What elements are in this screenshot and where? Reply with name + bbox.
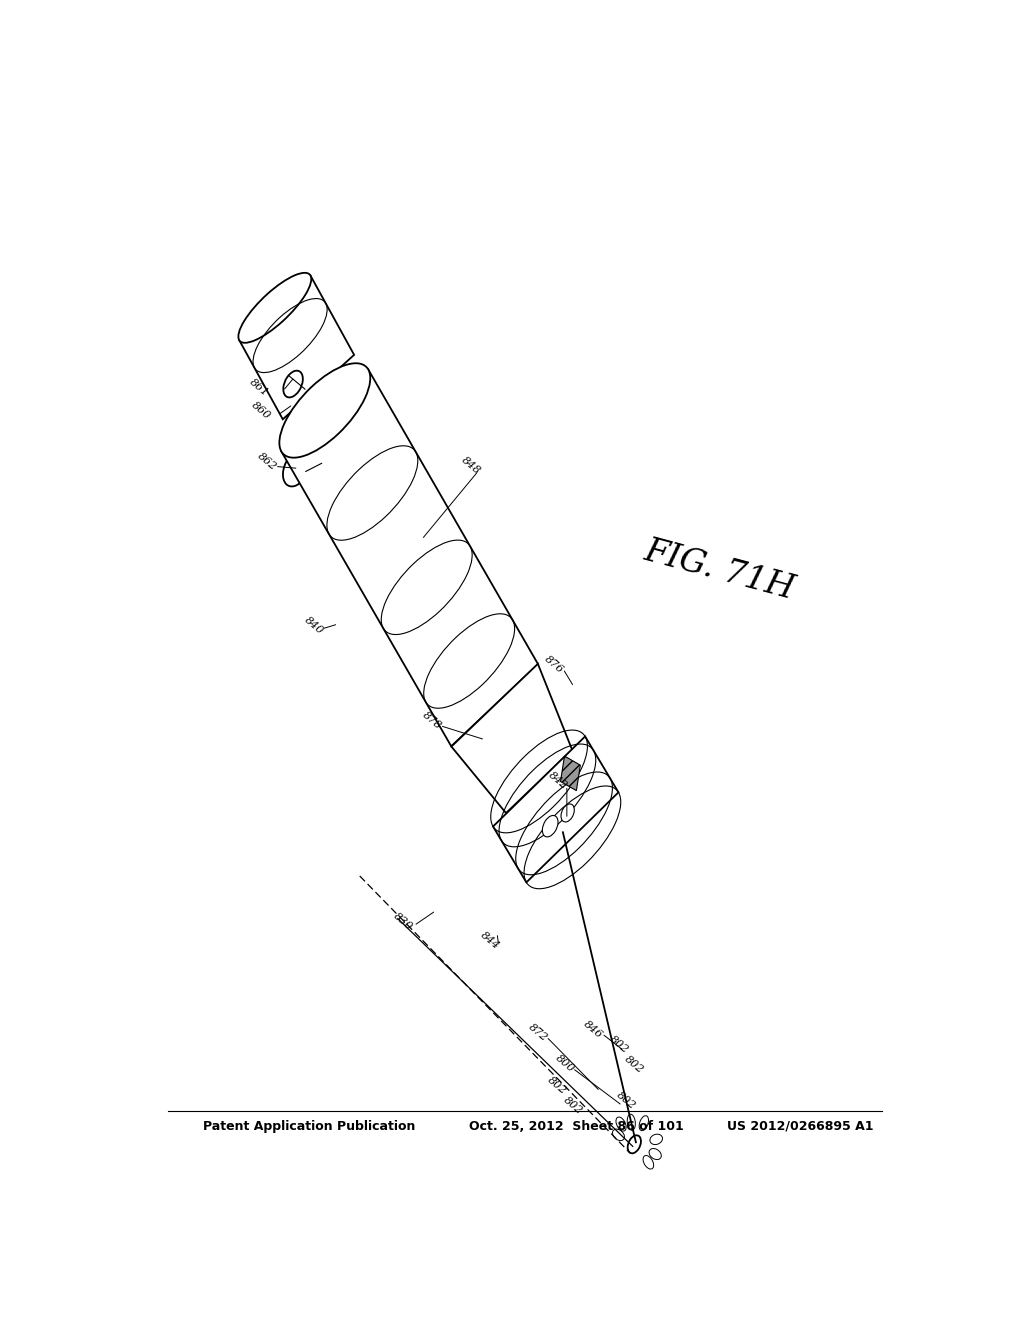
Text: US 2012/0266895 A1: US 2012/0266895 A1 xyxy=(727,1119,873,1133)
Polygon shape xyxy=(452,664,572,813)
Text: 802: 802 xyxy=(607,1034,630,1056)
Polygon shape xyxy=(560,756,581,791)
Text: 842: 842 xyxy=(547,770,569,791)
Text: 844: 844 xyxy=(478,931,502,952)
Text: 800: 800 xyxy=(553,1053,575,1074)
Ellipse shape xyxy=(283,450,309,487)
Text: 860: 860 xyxy=(250,400,272,421)
Ellipse shape xyxy=(239,273,311,343)
Text: 840: 840 xyxy=(302,615,325,636)
Ellipse shape xyxy=(280,363,371,458)
Ellipse shape xyxy=(284,371,303,397)
Polygon shape xyxy=(282,370,538,746)
Text: 802: 802 xyxy=(615,1090,638,1111)
Text: FIG. 71H: FIG. 71H xyxy=(640,535,798,606)
Ellipse shape xyxy=(543,816,558,837)
Ellipse shape xyxy=(561,804,574,822)
Text: 802: 802 xyxy=(546,1074,568,1096)
Text: 878: 878 xyxy=(421,710,443,731)
Text: Patent Application Publication: Patent Application Publication xyxy=(204,1119,416,1133)
Text: 872: 872 xyxy=(526,1022,549,1043)
Text: 848: 848 xyxy=(460,454,482,477)
Text: 830: 830 xyxy=(392,911,415,932)
Polygon shape xyxy=(240,276,354,420)
Text: 802: 802 xyxy=(562,1096,585,1117)
Polygon shape xyxy=(493,737,618,882)
Text: Oct. 25, 2012  Sheet 86 of 101: Oct. 25, 2012 Sheet 86 of 101 xyxy=(469,1119,684,1133)
Text: 861: 861 xyxy=(248,376,270,397)
Text: 862: 862 xyxy=(255,450,279,473)
Text: 802: 802 xyxy=(623,1055,646,1076)
Text: 876: 876 xyxy=(543,653,565,676)
Ellipse shape xyxy=(628,1135,641,1154)
Text: 846: 846 xyxy=(582,1019,604,1040)
